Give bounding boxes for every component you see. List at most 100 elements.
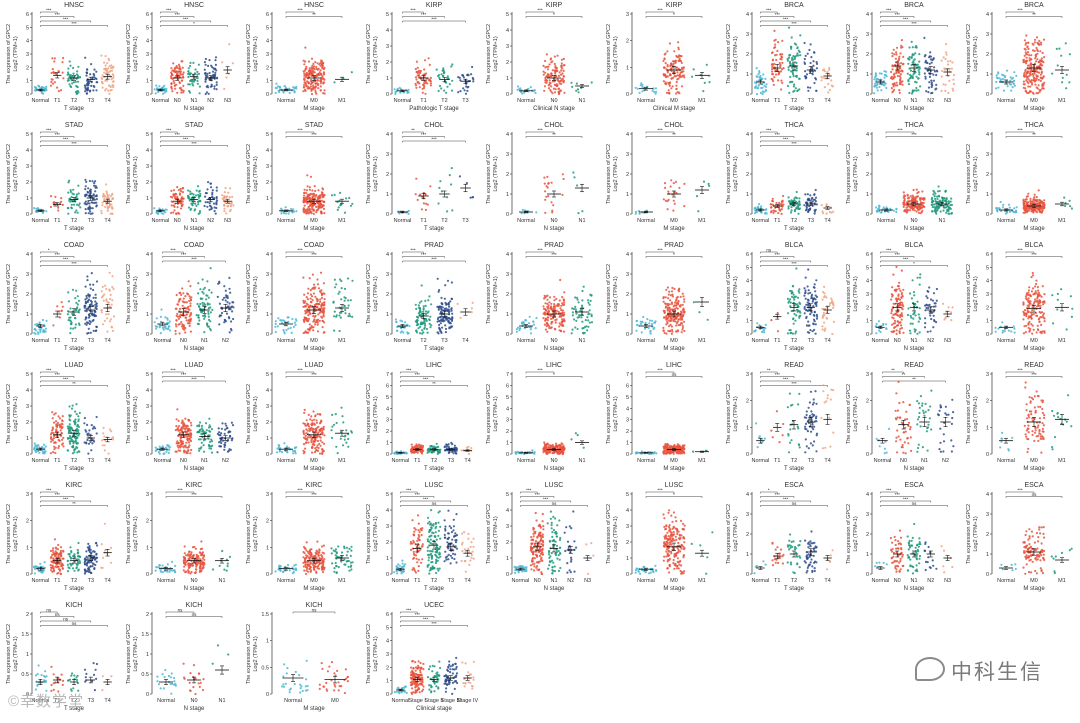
data-point [189,64,192,68]
sig-label: *** [431,136,437,141]
y-tick-label: 6 [26,12,29,18]
data-point [1033,193,1036,196]
y-tick-label: 0 [626,212,629,218]
data-point [878,72,881,75]
data-point [164,211,167,214]
data-point [191,204,194,207]
data-point [1038,71,1041,74]
data-point [640,82,643,85]
y-axis-label: The expression of GPC2 [126,264,132,324]
data-point [796,46,799,49]
data-point [764,77,767,80]
y-tick-label: 1 [506,192,509,198]
data-point [1008,206,1011,209]
data-point [815,203,818,206]
data-point [792,58,795,61]
data-point [998,77,1001,80]
data-point [110,64,113,67]
data-point [229,187,232,190]
data-point [100,209,103,212]
data-point [936,207,940,210]
data-point [187,189,190,192]
data-point [945,211,948,214]
data-point [305,317,308,320]
data-point [89,89,92,92]
data-point [770,210,773,213]
data-point [350,71,353,74]
x-tick-label: T2 [71,338,77,344]
data-point [292,86,295,89]
data-point [333,329,336,332]
y-tick-label: 4 [506,132,509,138]
chart-title: HNSC [64,2,84,9]
data-point [667,198,670,201]
data-point [188,322,191,325]
chart-panel: CHOL 0 1 2 3 4 The expression of GPC2 Log2 (TPM… [480,120,600,240]
x-tick-label: Normal [152,218,170,224]
data-point [1039,206,1042,209]
y-axis-label: The expression of GPC2 [366,24,372,84]
data-point [166,317,169,320]
sig-label: *** [775,12,781,17]
data-point [543,182,546,185]
sig-label: *** [191,141,197,146]
y-tick-label: 2 [386,172,389,178]
data-point [320,62,324,66]
data-point [655,90,658,93]
sig-label: *** [311,132,317,137]
data-point [944,83,947,86]
data-point [181,66,184,69]
data-point [180,201,183,205]
data-point [437,89,440,93]
data-point [675,88,678,91]
data-point [50,80,53,83]
data-point [543,85,547,88]
x-axis-label: T stage [424,346,445,352]
data-point [797,49,800,52]
data-point [177,201,180,204]
data-point [187,83,190,86]
data-point [450,167,453,170]
data-point [807,197,811,200]
data-point [204,78,207,81]
y-tick-label: 1 [26,79,29,85]
data-point [940,75,943,78]
chart-title: HNSC [184,2,204,9]
data-point [309,198,312,201]
chart-panel: CHOL 0 1 2 3 4 The expression of GPC2 Log2 (TPM… [600,120,720,240]
data-point [1063,196,1066,199]
data-point [179,297,182,300]
data-point [304,89,307,92]
data-point [197,316,200,319]
data-point [422,84,425,87]
data-point [210,291,213,294]
data-point [320,296,324,299]
data-point [211,193,214,196]
data-point [206,294,209,297]
data-point [313,68,316,71]
data-point [207,296,210,299]
y-tick-label: 2 [866,172,869,178]
data-point [316,201,319,204]
data-point [828,88,831,92]
data-point [774,210,777,213]
data-point [158,85,161,88]
y-tick-label: 3 [386,44,389,50]
data-point [105,190,108,193]
data-point [936,197,939,201]
data-point [912,195,915,198]
data-point [88,295,91,298]
data-point [792,85,795,88]
data-point [172,193,175,196]
data-point [319,79,322,83]
data-point [440,190,443,193]
data-point [72,66,75,70]
data-point [105,79,109,82]
data-point [103,61,106,64]
data-point [317,313,320,316]
data-point [925,67,928,70]
data-point [1023,73,1026,76]
data-point [179,190,183,193]
